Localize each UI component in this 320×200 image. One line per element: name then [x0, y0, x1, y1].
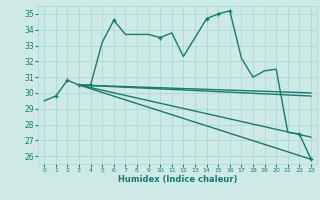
- X-axis label: Humidex (Indice chaleur): Humidex (Indice chaleur): [118, 175, 237, 184]
